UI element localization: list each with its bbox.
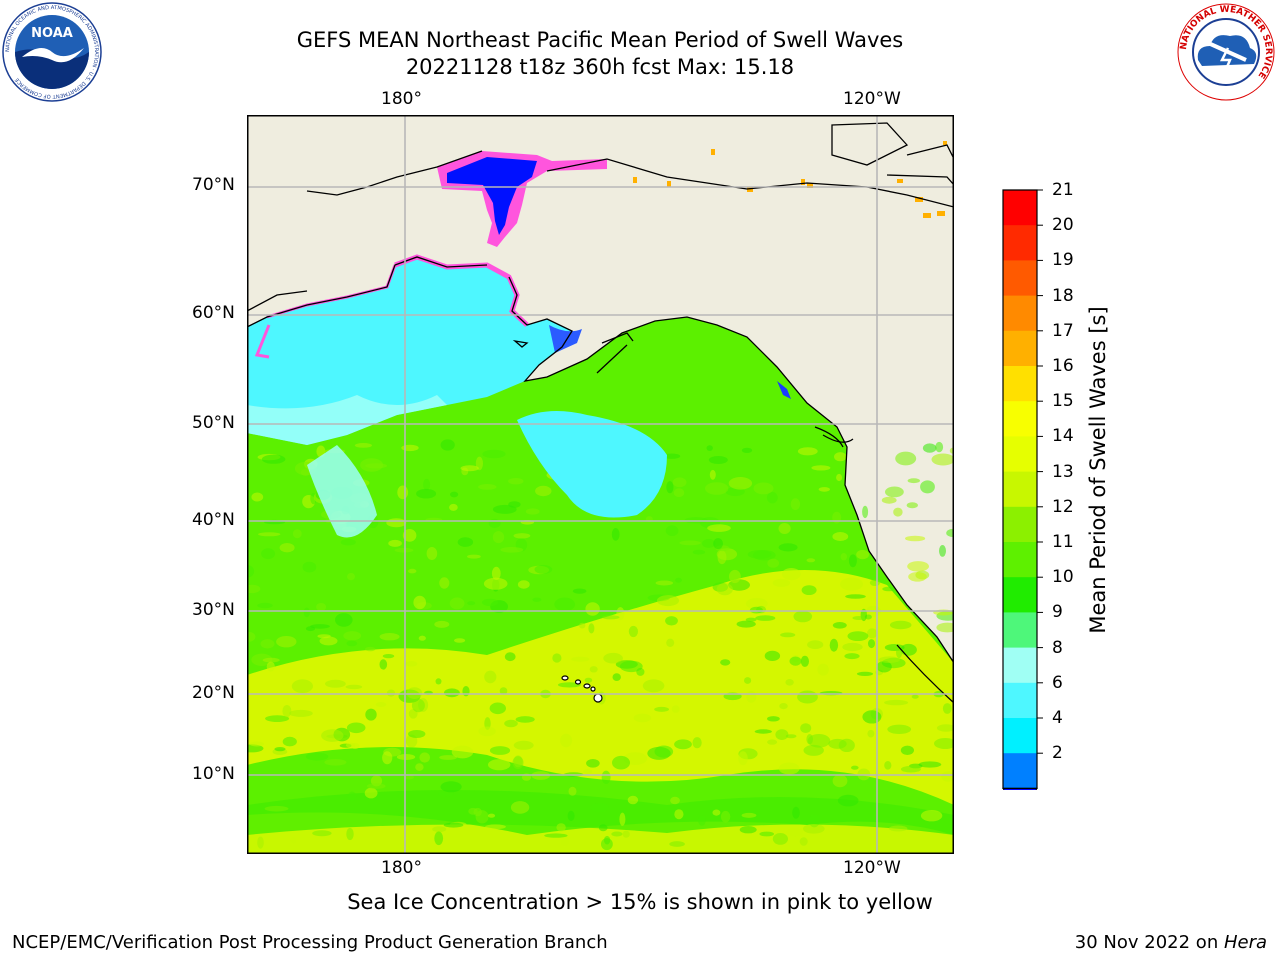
footer-left: NCEP/EMC/Verification Post Processing Pr…	[12, 932, 608, 953]
colorbar	[995, 180, 1045, 818]
noaa-logo: NOAA NATIONAL OCEANIC AND ATMOSPHERIC AD…	[2, 2, 102, 102]
graticule	[247, 115, 954, 854]
colorbar-segment	[1003, 471, 1037, 508]
svg-text:NOAA: NOAA	[31, 26, 73, 41]
colorbar-tick-label: 10	[1052, 567, 1074, 588]
lon-label-bottom-120w: 120°W	[843, 858, 901, 878]
colorbar-segment	[1003, 647, 1037, 684]
colorbar-segment	[1003, 366, 1037, 402]
ocean-cyan-region	[247, 257, 572, 445]
colorbar-segment	[1003, 506, 1037, 543]
colorbar-tick-label: 6	[1052, 672, 1063, 693]
colorbar-tick-label: 17	[1052, 320, 1074, 341]
colorbar-segment	[1003, 190, 1037, 226]
map-panel	[247, 115, 954, 854]
lon-label-top-120w: 120°W	[843, 89, 901, 109]
colorbar-tick-label: 19	[1052, 250, 1074, 271]
colorbar-segment	[1003, 577, 1037, 613]
lat-label-60n: 60°N	[192, 303, 235, 323]
ocean-texture	[247, 439, 954, 851]
colorbar-tick-label: 8	[1052, 637, 1063, 658]
colorbar-tick-label: 9	[1052, 602, 1063, 623]
colorbar-segment	[1003, 330, 1037, 367]
colorbar-label: Mean Period of Swell Waves [s]	[1086, 306, 1110, 634]
hawaii-islands	[561, 675, 603, 703]
colorbar-tick-label: 14	[1052, 426, 1074, 447]
colorbar-segment	[1003, 401, 1037, 437]
colorbar-tick-label: 12	[1052, 496, 1074, 517]
colorbar-segment	[1003, 542, 1037, 578]
caption: Sea Ice Concentration > 15% is shown in …	[347, 890, 933, 914]
chart-title: GEFS MEAN Northeast Pacific Mean Period …	[296, 28, 904, 52]
colorbar-segment	[1003, 682, 1037, 719]
coastline-siberia	[247, 256, 488, 328]
colorbar-segment	[1003, 260, 1037, 297]
lon-label-bottom-180: 180°	[381, 858, 422, 878]
lat-label-40n: 40°N	[192, 510, 235, 530]
colorbar-tick-label: 13	[1052, 461, 1074, 482]
colorbar-segment	[1003, 225, 1037, 261]
footer-host: Hera	[1223, 932, 1267, 953]
colorbar-ticks: 21 20 19 18 17 16 15 14 13 12 11 10 9 8 6 4 2	[1052, 176, 1112, 766]
colorbar-tick-label: 16	[1052, 356, 1074, 376]
lat-label-20n: 20°N	[192, 683, 235, 703]
lat-label-70n: 70°N	[192, 175, 235, 195]
footer-date: 30 Nov 2022 on	[1074, 932, 1224, 953]
colorbar-tick-label: 15	[1052, 391, 1074, 412]
colorbar-segment	[1003, 612, 1037, 649]
colorbar-tick-label: 21	[1052, 180, 1074, 200]
colorbar-segment	[1003, 718, 1037, 754]
footer-right: 30 Nov 2022 on Hera	[1075, 932, 1267, 953]
colorbar-tick-label: 20	[1052, 215, 1074, 236]
nws-logo: NATIONAL WEATHER SERVICE	[1176, 2, 1276, 102]
lat-label-30n: 30°N	[192, 600, 235, 620]
colorbar-segment	[1003, 436, 1037, 473]
colorbar-tick-label: 2	[1052, 743, 1063, 764]
chart-subtitle: 20221128 t18z 360h fcst Max: 15.18	[405, 55, 795, 79]
coastline-alaska	[508, 276, 954, 664]
colorbar-segment	[1003, 295, 1037, 332]
ocean-yellow-band	[247, 570, 954, 805]
lon-label-top-180: 180°	[381, 89, 422, 109]
lat-label-10n: 10°N	[192, 764, 235, 784]
colorbar-tick-label: 18	[1052, 285, 1074, 306]
colorbar-segment	[1003, 753, 1037, 789]
colorbar-tick-label: 4	[1052, 708, 1063, 728]
lat-label-50n: 50°N	[192, 413, 235, 433]
colorbar-tick-label: 11	[1052, 532, 1074, 552]
